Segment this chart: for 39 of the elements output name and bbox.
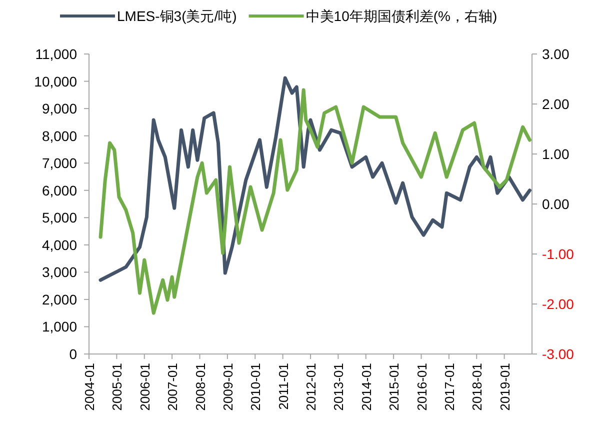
y-tick-label: 8,000 [42, 128, 78, 144]
y2-tick-label: 1.00 [542, 146, 570, 162]
y-tick-label: 11,000 [35, 46, 78, 62]
x-tick-label: 2015-01 [386, 363, 402, 411]
x-tick-label: 2005-01 [110, 363, 125, 411]
legend-label: 中美10年期国债利差(%，右轴) [306, 8, 498, 24]
y2-tick-label: 2.00 [542, 96, 570, 112]
y-tick-label: 4,000 [42, 236, 78, 253]
y-tick-label: 0 [69, 346, 78, 362]
x-tick-label: 2009-01 [220, 363, 236, 411]
y2-tick-label: -1.00 [542, 246, 574, 262]
y2-tick-label: -2.00 [542, 296, 574, 312]
x-tick-label: 2013-01 [331, 363, 346, 411]
x-tick-label: 2014-01 [358, 363, 374, 411]
y-tick-label: 9,000 [42, 100, 78, 117]
x-tick-label: 2018-01 [470, 363, 485, 411]
y-tick-label: 10,000 [34, 73, 78, 90]
y-tick-label: 6,000 [42, 182, 78, 198]
y-tick-label: 2,000 [42, 291, 78, 308]
y-tick-label: 3,000 [42, 264, 78, 280]
x-tick-label: 2010-01 [248, 363, 264, 411]
x-tick-label: 2008-01 [192, 363, 208, 411]
y-tick-label: 5,000 [42, 210, 78, 226]
line-series [98, 88, 532, 315]
y-tick-label: 1,000 [42, 318, 78, 335]
x-tick-label: 2004-01 [82, 363, 97, 411]
y-tick-label: 7,000 [42, 155, 78, 172]
x-tick-label: 2007-01 [165, 363, 180, 411]
x-tick-label: 2019-01 [497, 363, 512, 411]
y2-tick-label: -3.00 [542, 346, 574, 362]
y2-tick-label: 0.00 [542, 196, 570, 212]
line-series [98, 76, 532, 282]
x-tick-label: 2012-01 [304, 363, 318, 411]
x-tick-label: 2011-01 [276, 363, 291, 410]
legend-label: LMES-铜3(美元/吨) [117, 8, 237, 24]
x-tick-label: 2006-01 [137, 363, 152, 411]
x-tick-label: 2017-01 [442, 363, 457, 411]
y2-tick-label: 3.00 [542, 46, 570, 62]
x-tick-label: 2016-01 [414, 363, 430, 411]
